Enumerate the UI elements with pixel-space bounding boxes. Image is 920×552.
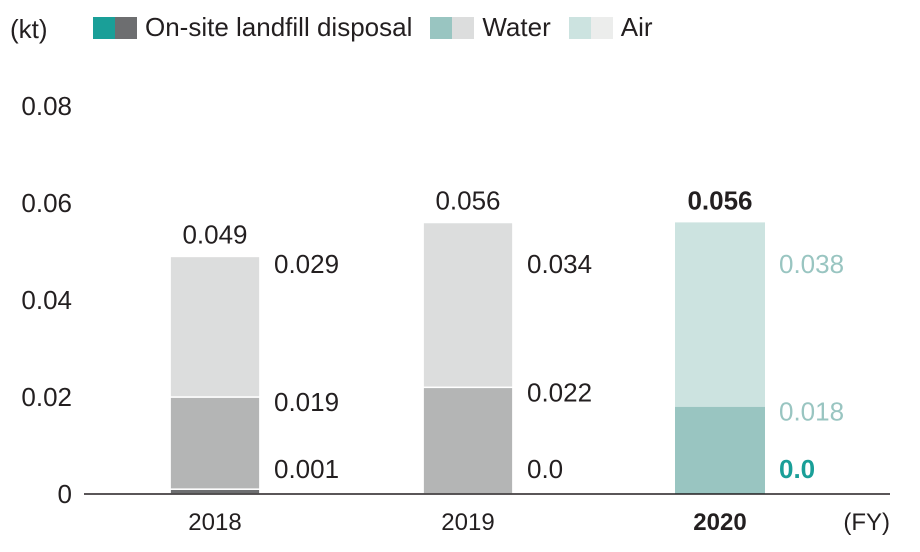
legend-swatch-water xyxy=(430,16,475,39)
segment-label-landfill: 0.001 xyxy=(274,454,339,484)
segment-label-air: 0.038 xyxy=(779,249,844,279)
legend-label-air: Air xyxy=(620,12,653,42)
legend-label-landfill: On-site landfill disposal xyxy=(145,12,413,42)
legend-swatch-air xyxy=(568,16,613,39)
bar-segment-air-2018 xyxy=(169,255,261,398)
bar-segment-water-2019 xyxy=(422,386,514,495)
legend-item-water: Water xyxy=(430,12,551,43)
legend-swatch-air-base xyxy=(590,16,613,39)
segment-label-landfill: 0.0 xyxy=(527,454,563,484)
x-tick-label: 2019 xyxy=(441,509,494,536)
legend-swatch-water-base xyxy=(452,16,475,39)
y-tick-label: 0.04 xyxy=(21,285,72,315)
legend-swatch-water-highlight xyxy=(430,16,453,39)
legend-swatch-landfill xyxy=(93,16,137,39)
y-tick-label: 0.02 xyxy=(21,382,72,412)
segment-label-air: 0.029 xyxy=(274,249,339,279)
bar-segment-air-2020 xyxy=(675,222,765,407)
segment-label-water: 0.019 xyxy=(274,387,339,417)
legend: On-site landfill disposal Water Air xyxy=(93,12,671,43)
x-tick-label: 2020 xyxy=(693,509,746,536)
bar-total-label: 0.056 xyxy=(687,185,752,215)
bar-total-label: 0.056 xyxy=(435,185,500,215)
segment-label-landfill: 0.0 xyxy=(779,454,815,484)
y-tick-label: 0.08 xyxy=(21,91,72,121)
segment-label-water: 0.018 xyxy=(779,397,844,427)
legend-item-landfill: On-site landfill disposal xyxy=(93,12,412,43)
y-tick-label: 0.06 xyxy=(21,188,72,218)
x-tick-label: 2018 xyxy=(188,509,241,536)
bar-segment-air-2019 xyxy=(422,221,514,389)
y-unit-label: (kt) xyxy=(10,14,48,44)
legend-label-water: Water xyxy=(482,12,551,42)
legend-item-air: Air xyxy=(568,12,653,43)
legend-swatch-landfill-highlight xyxy=(93,16,115,39)
x-unit-label: (FY) xyxy=(843,509,890,536)
bar-segment-water-2018 xyxy=(169,396,261,490)
y-tick-label: 0 xyxy=(58,479,72,509)
bar-segment-water-2020 xyxy=(675,406,765,494)
legend-swatch-landfill-base xyxy=(115,16,137,39)
legend-swatch-air-highlight xyxy=(568,16,591,39)
segment-label-air: 0.034 xyxy=(527,249,592,279)
segment-label-water: 0.022 xyxy=(527,377,592,407)
bar-total-label: 0.049 xyxy=(182,219,247,249)
